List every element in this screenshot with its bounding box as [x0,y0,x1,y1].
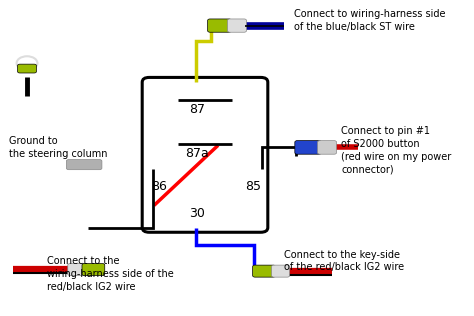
FancyBboxPatch shape [66,160,102,170]
Text: 86: 86 [151,180,167,193]
Text: 85: 85 [246,180,262,193]
Text: Connect to pin #1
of S2000 button
(red wire on my power
connector): Connect to pin #1 of S2000 button (red w… [341,126,452,175]
FancyBboxPatch shape [142,77,268,232]
FancyBboxPatch shape [272,265,290,277]
FancyBboxPatch shape [253,265,275,277]
FancyBboxPatch shape [82,264,105,276]
FancyBboxPatch shape [295,141,321,154]
Text: Connect to the
wiring-harness side of the
red/black IG2 wire: Connect to the wiring-harness side of th… [47,256,174,292]
FancyBboxPatch shape [228,19,246,32]
FancyBboxPatch shape [18,64,36,73]
FancyBboxPatch shape [68,264,86,276]
Text: Connect to wiring-harness side
of the blue/black ST wire: Connect to wiring-harness side of the bl… [294,9,446,32]
FancyBboxPatch shape [318,141,337,154]
FancyBboxPatch shape [208,19,231,32]
Text: Ground to
the steering column: Ground to the steering column [9,136,108,159]
Circle shape [22,60,32,66]
Text: 87a: 87a [185,147,209,161]
Text: Connect to the key-side
of the red/black IG2 wire: Connect to the key-side of the red/black… [284,250,404,272]
Text: 30: 30 [189,207,205,220]
Text: 87: 87 [189,102,205,116]
